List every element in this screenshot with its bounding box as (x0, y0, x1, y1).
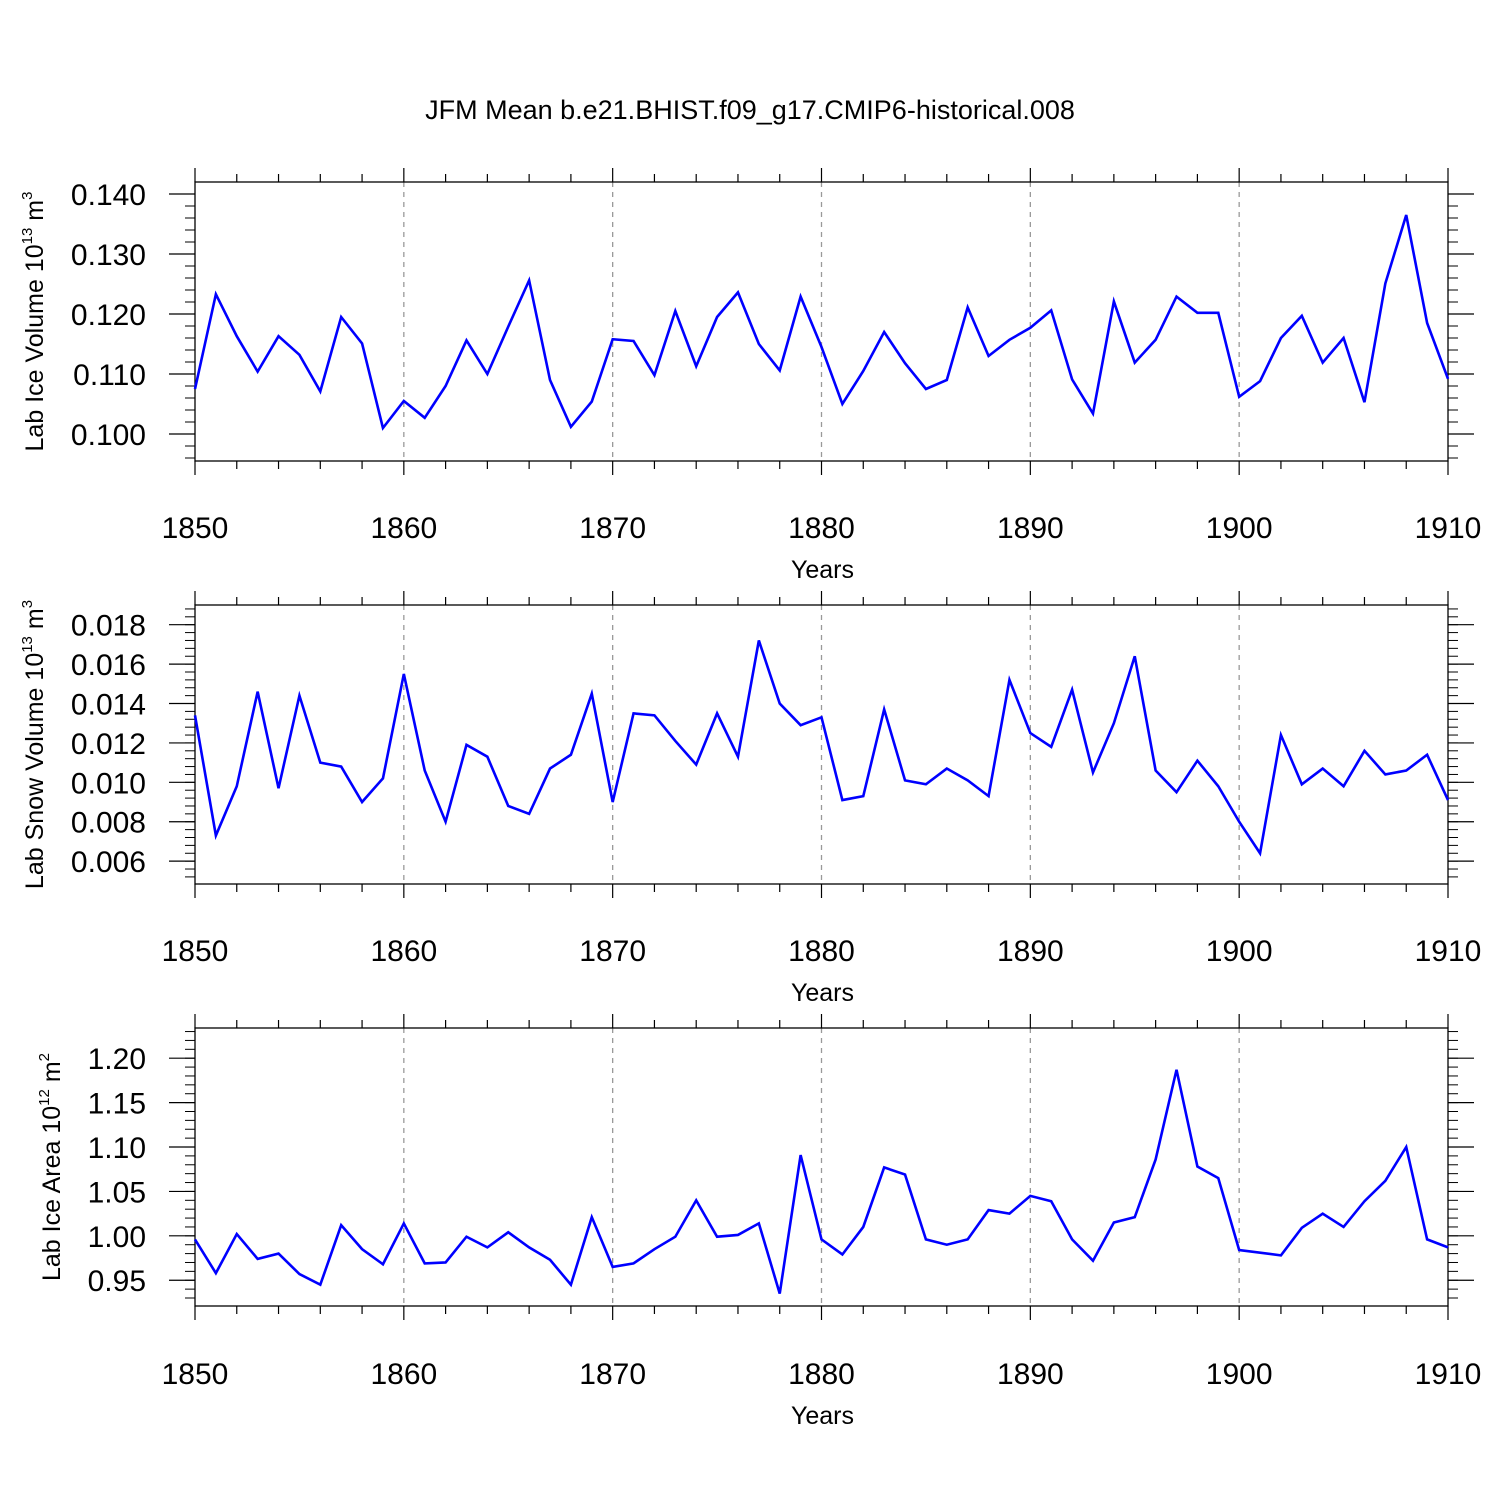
y-axis-label-superscript: 13 (19, 636, 36, 653)
x-tick-label: 1900 (1206, 512, 1273, 545)
y-tick-label: 0.012 (71, 728, 146, 761)
y-tick-label: 1.15 (88, 1088, 146, 1121)
lab-snow-volume-series-line (193, 640, 1450, 857)
x-axis-label: Years (791, 1402, 854, 1430)
y-axis-label-superscript: 12 (36, 1089, 53, 1106)
y-tick-label: 0.110 (73, 359, 146, 392)
y-axis-label-part: m (21, 608, 49, 629)
y-axis-label: Lab Snow Volume 1013 m3 (19, 600, 49, 889)
x-tick-label: 1890 (997, 935, 1064, 968)
x-tick-label: 1870 (579, 512, 646, 545)
y-axis-label: Lab Ice Area 1012 m2 (36, 1053, 66, 1281)
lab-ice-volume-series-line (193, 214, 1450, 431)
y-tick-label: 1.00 (88, 1221, 146, 1254)
x-tick-label: 1850 (162, 935, 229, 968)
lab-snow-volume-panel: 1850 1860 1870 1880 1890 1900 1910 0.006 0.008 0.… (19, 591, 1481, 1007)
x-tick-label: 1850 (162, 1358, 229, 1391)
x-tick-label: 1880 (788, 1358, 855, 1391)
lab-ice-area-panel: 1850 1860 1870 1880 1890 1900 1910 0.95 1.00 1.05… (36, 1014, 1481, 1430)
x-tick-label: 1910 (1415, 935, 1482, 968)
y-tick-label: 0.010 (71, 767, 146, 800)
y-tick-label: 0.95 (88, 1265, 146, 1298)
y-axis-label-part: m (38, 1061, 66, 1082)
x-tick-label: 1850 (162, 512, 229, 545)
y-tick-label: 0.130 (71, 239, 146, 272)
y-axis-label-part: Lab Ice Volume 10 (21, 244, 49, 451)
lab-ice-volume-panel: 1850 1860 1870 1880 1890 1900 1910 0.100 0.110 0.… (19, 168, 1481, 584)
y-tick-label: 0.016 (71, 649, 146, 682)
x-axis-label: Years (791, 979, 854, 1007)
y-tick-label: 0.014 (71, 689, 146, 722)
x-tick-label: 1880 (788, 512, 855, 545)
y-tick-label: 0.120 (71, 299, 146, 332)
y-tick-label: 0.008 (71, 807, 146, 840)
y-tick-label: 1.20 (88, 1043, 146, 1076)
x-tick-label: 1860 (370, 1358, 437, 1391)
x-tick-label: 1910 (1415, 1358, 1482, 1391)
x-axis-label: Years (791, 556, 854, 584)
chart-title: JFM Mean b.e21.BHIST.f09_g17.CMIP6-histo… (425, 95, 1075, 125)
y-axis-label-part: m (21, 200, 49, 221)
y-tick-label: 1.10 (88, 1132, 146, 1165)
x-tick-label: 1870 (579, 1358, 646, 1391)
y-axis-label-superscript: 3 (19, 600, 36, 608)
x-tick-label: 1890 (997, 512, 1064, 545)
x-tick-label: 1860 (370, 512, 437, 545)
x-tick-label: 1880 (788, 935, 855, 968)
x-tick-label: 1870 (579, 935, 646, 968)
y-tick-label: 0.100 (71, 419, 146, 452)
y-axis-label-superscript: 2 (36, 1053, 53, 1061)
y-tick-label: 0.006 (71, 846, 146, 879)
y-tick-label: 0.018 (71, 610, 146, 643)
x-tick-label: 1900 (1206, 935, 1273, 968)
y-axis-label-part: Lab Ice Area 10 (38, 1106, 66, 1281)
y-axis-label-part: Lab Snow Volume 10 (21, 653, 49, 889)
x-tick-label: 1860 (370, 935, 437, 968)
y-tick-label: 1.05 (88, 1176, 146, 1209)
x-tick-label: 1910 (1415, 512, 1482, 545)
y-axis-label-superscript: 3 (19, 192, 36, 200)
x-tick-label: 1900 (1206, 1358, 1273, 1391)
y-axis-label: Lab Ice Volume 1013 m3 (19, 192, 49, 452)
x-tick-label: 1890 (997, 1358, 1064, 1391)
y-tick-label: 0.140 (71, 179, 146, 212)
lab-ice-area-series-line (193, 1069, 1449, 1294)
y-axis-label-superscript: 13 (19, 228, 36, 245)
